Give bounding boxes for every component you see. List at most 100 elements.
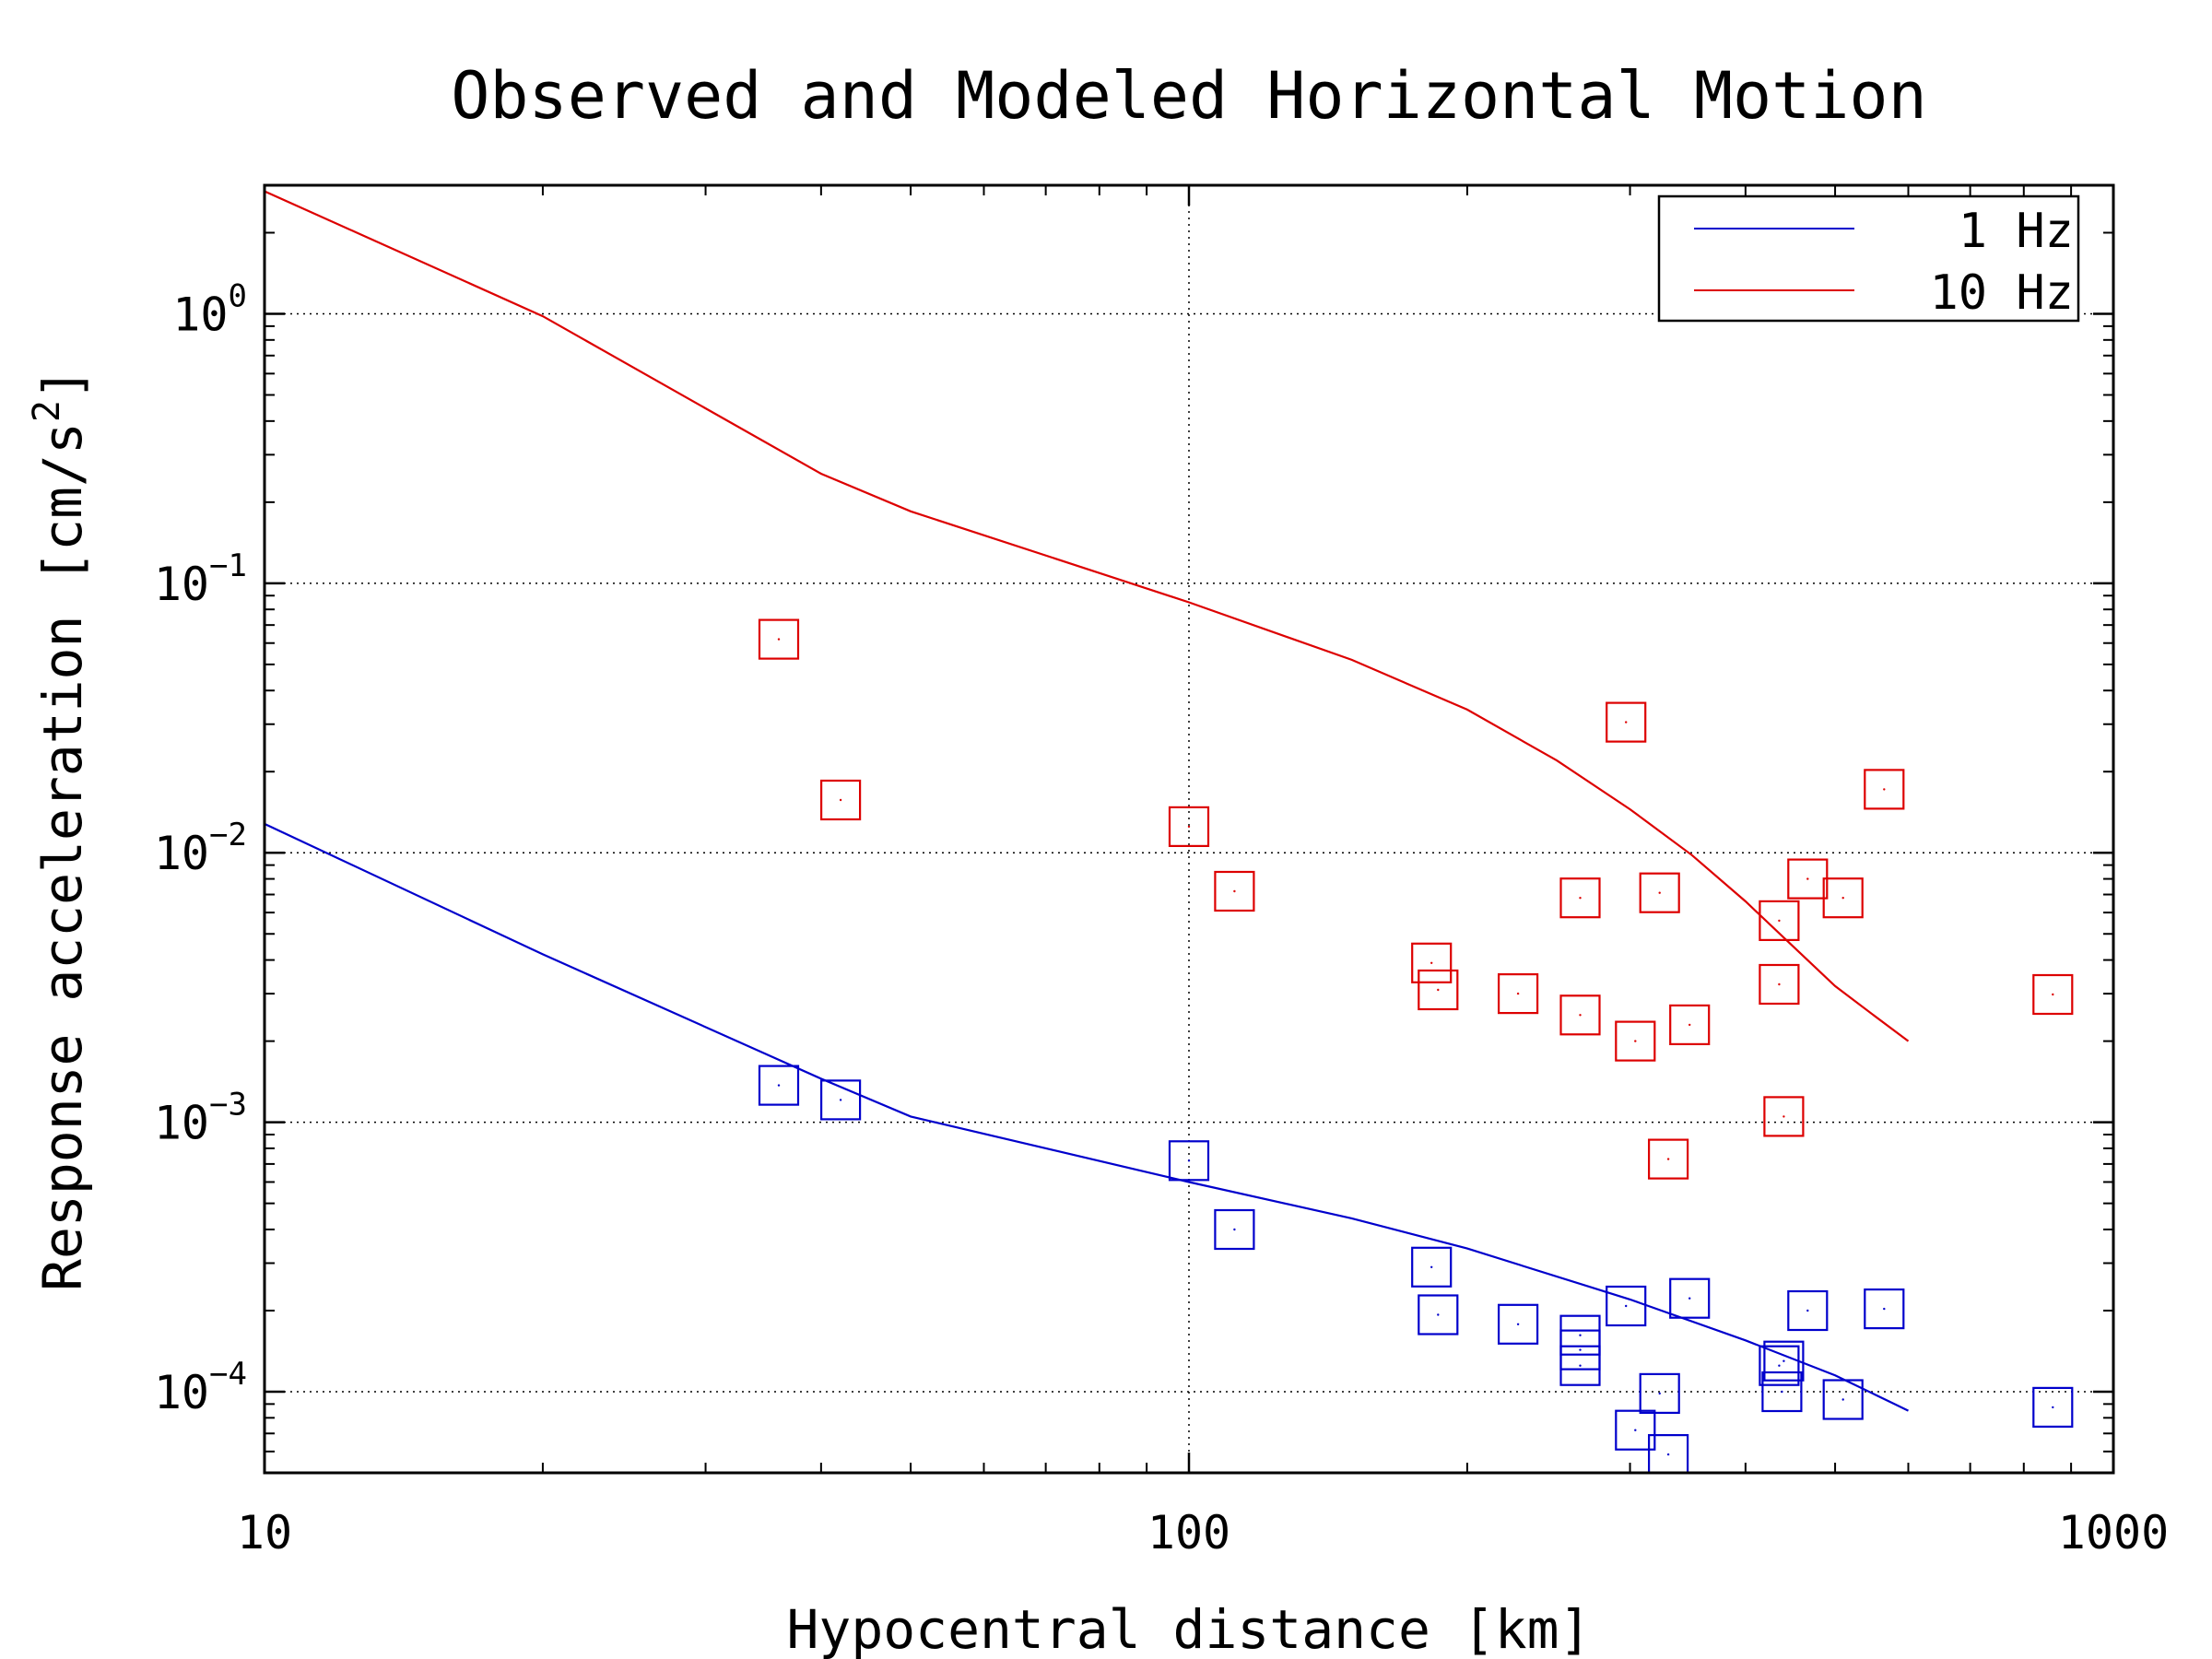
y-axis-label-prefix: Response acceleration [cm/s (31, 422, 94, 1291)
observed-point-1hz (1822, 1379, 1864, 1420)
observed-point-1hz (1559, 1345, 1601, 1386)
observed-point-center-1hz (1781, 1390, 1783, 1394)
observed-point-10hz (1497, 972, 1539, 1015)
observed-point-center-1hz (1778, 1364, 1781, 1367)
series-1hz (265, 822, 2074, 1473)
observed-point-center-1hz (1579, 1348, 1582, 1351)
y-tick-label: 10−3 (154, 1087, 247, 1150)
observed-point-10hz (1639, 872, 1680, 913)
observed-point-10hz (1763, 1096, 1805, 1137)
y-axis-label-suffix: ] (31, 368, 94, 400)
observed-point-1hz (1606, 1285, 1647, 1327)
legend: 1 Hz 10 Hz (1657, 194, 2080, 323)
observed-point-1hz (819, 1079, 862, 1121)
y-tick-label: 100 (172, 277, 247, 341)
x-axis-label: Hypocentral distance [km] (787, 1598, 1592, 1659)
observed-point-10hz (819, 779, 862, 821)
chart-title: Observed and Modeled Horizontal Motion (451, 58, 1926, 134)
observed-point-center-1hz (1233, 1228, 1236, 1231)
legend-box (1657, 194, 2080, 323)
observed-point-1hz (1864, 1288, 1905, 1330)
observed-point-center-10hz (1579, 1014, 1582, 1017)
observed-point-center-1hz (1783, 1359, 1785, 1362)
observed-point-10hz (1759, 900, 1800, 942)
observed-point-center-10hz (1806, 877, 1809, 880)
observed-point-center-10hz (1658, 891, 1661, 894)
observed-point-center-10hz (1430, 961, 1433, 965)
observed-point-10hz (1559, 877, 1601, 919)
observed-point-10hz (2032, 973, 2074, 1016)
grid (265, 185, 2113, 1473)
y-axis-label-sup: 2 (26, 400, 68, 422)
observed-point-center-1hz (1430, 1265, 1433, 1269)
observed-point-center-10hz (1883, 788, 1886, 791)
observed-point-center-10hz (1841, 897, 1844, 900)
observed-point-center-10hz (1666, 1158, 1670, 1160)
observed-point-center-1hz (2052, 1406, 2054, 1409)
observed-point-1hz (1669, 1277, 1711, 1319)
series-10hz (265, 190, 2074, 1180)
observed-point-center-1hz (1883, 1307, 1886, 1311)
observed-point-center-10hz (1187, 825, 1191, 829)
observed-point-1hz (1639, 1372, 1680, 1415)
observed-point-center-1hz (1516, 1323, 1520, 1326)
y-tick-labels: 100 10−1 10−2 10−3 10−4 (154, 277, 247, 1418)
observed-point-1hz (2032, 1386, 2074, 1429)
model-line-1hz (265, 822, 1909, 1412)
observed-point-center-1hz (1658, 1392, 1661, 1395)
observed-point-10hz (1418, 969, 1459, 1011)
observed-point-1hz (1418, 1294, 1459, 1335)
observed-point-center-1hz (1437, 1313, 1440, 1316)
observed-point-10hz (1411, 942, 1453, 983)
observed-point-center-10hz (1688, 1023, 1691, 1027)
x-tick-label: 10 (237, 1506, 292, 1559)
observed-point-center-10hz (777, 638, 781, 641)
observed-point-1hz (758, 1065, 800, 1106)
observed-point-10hz (1822, 877, 1864, 919)
legend-label-10hz: 10 Hz (1929, 265, 2074, 321)
x-tick-labels: 10 100 1000 (237, 1506, 2169, 1559)
observed-point-center-10hz (1778, 919, 1781, 923)
plot-frame (263, 183, 2115, 1475)
observed-point-center-1hz (1625, 1304, 1628, 1308)
observed-point-center-1hz (1579, 1364, 1582, 1367)
observed-point-center-10hz (1233, 889, 1236, 893)
observed-point-1hz (1168, 1140, 1210, 1182)
observed-point-center-10hz (1625, 721, 1628, 724)
observed-point-center-1hz (1579, 1334, 1582, 1336)
x-tick-label: 100 (1147, 1506, 1230, 1559)
observed-point-center-10hz (1437, 988, 1440, 992)
observed-point-center-1hz (1634, 1429, 1637, 1431)
tick-marks (263, 185, 2115, 1473)
y-tick-label: 10−2 (154, 817, 247, 880)
observed-point-1hz (1411, 1246, 1453, 1288)
observed-point-center-1hz (1187, 1159, 1191, 1162)
observed-point-center-10hz (2052, 993, 2054, 996)
y-axis-label: Response acceleration [cm/s2] (26, 368, 94, 1291)
observed-point-1hz (1787, 1289, 1829, 1332)
observed-point-10hz (1559, 994, 1601, 1036)
x-tick-label: 1000 (2058, 1506, 2169, 1559)
observed-point-center-1hz (1806, 1309, 1809, 1312)
observed-point-10hz (1864, 769, 1905, 810)
observed-point-center-10hz (1579, 897, 1582, 900)
observed-point-1hz (1497, 1303, 1539, 1345)
observed-point-10hz (1615, 1020, 1656, 1062)
observed-point-10hz (1759, 963, 1800, 1006)
legend-label-1hz: 1 Hz (1959, 204, 2074, 259)
observed-point-center-1hz (1841, 1398, 1844, 1401)
observed-point-center-10hz (1516, 992, 1520, 995)
observed-point-10hz (758, 618, 800, 660)
observed-point-center-1hz (839, 1099, 842, 1101)
y-tick-label: 10−1 (154, 547, 247, 611)
observed-point-10hz (1214, 870, 1255, 912)
observed-point-1hz (1615, 1409, 1656, 1451)
observed-point-1hz (1761, 1371, 1803, 1413)
observed-point-center-1hz (777, 1084, 781, 1087)
observed-point-center-1hz (1688, 1297, 1691, 1300)
observed-point-10hz (1606, 701, 1647, 743)
observed-point-center-10hz (1778, 982, 1781, 986)
observed-point-10hz (1669, 1004, 1711, 1046)
observed-point-center-10hz (839, 798, 842, 802)
observed-point-1hz (1647, 1433, 1689, 1473)
